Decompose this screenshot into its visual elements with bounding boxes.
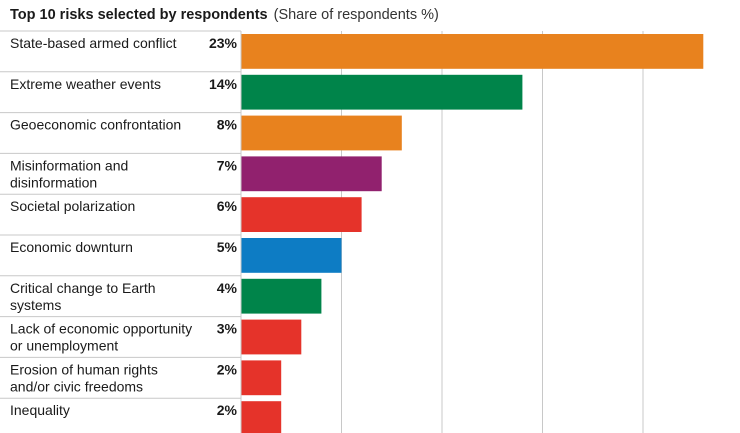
value-label: 8% bbox=[217, 117, 238, 133]
category-label: Geoeconomic confrontation bbox=[10, 117, 181, 133]
bar bbox=[241, 74, 523, 110]
value-label: 6% bbox=[217, 198, 238, 214]
bar bbox=[241, 401, 282, 433]
value-label: 3% bbox=[217, 321, 238, 337]
category-label: State-based armed conflict bbox=[10, 35, 177, 51]
bar bbox=[241, 238, 342, 273]
value-label: 2% bbox=[217, 361, 238, 377]
value-label: 7% bbox=[217, 157, 238, 173]
value-label: 4% bbox=[217, 280, 238, 296]
bar bbox=[241, 34, 704, 69]
chart-title: Top 10 risks selected by respondents bbox=[10, 7, 268, 23]
bar bbox=[241, 278, 322, 314]
bar bbox=[241, 156, 382, 192]
category-label: Extreme weather events bbox=[10, 76, 161, 92]
bar bbox=[241, 319, 302, 355]
bar bbox=[241, 115, 402, 151]
bar bbox=[241, 197, 362, 232]
category-label: Societal polarization bbox=[10, 198, 135, 214]
value-label: 5% bbox=[217, 239, 238, 255]
category-label: Inequality bbox=[10, 402, 70, 418]
value-label: 2% bbox=[217, 402, 238, 418]
value-label: 14% bbox=[209, 76, 238, 92]
category-label: Misinformation and disinformation bbox=[10, 157, 128, 190]
category-label: Lack of economic opportunity or unemploym… bbox=[10, 321, 192, 354]
category-label: Erosion of human rights and/or civic free… bbox=[10, 361, 158, 394]
chart-subtitle: (Share of respondents %) bbox=[273, 7, 439, 23]
category-label: Critical change to Earth systems bbox=[10, 280, 156, 313]
chart-header: Top 10 risks selected by respondents (Sha… bbox=[10, 6, 439, 26]
value-label: 23% bbox=[209, 35, 238, 51]
bar bbox=[241, 360, 282, 396]
category-label: Economic downturn bbox=[10, 239, 133, 255]
